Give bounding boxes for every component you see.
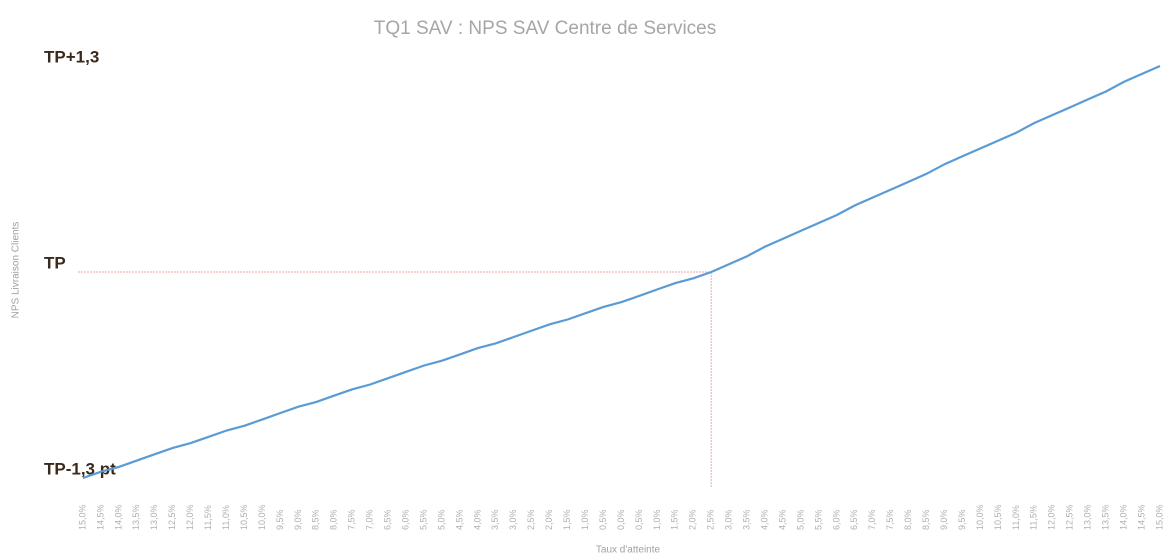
x-tick-label: 0,5% xyxy=(598,509,608,530)
x-tick-label: 12,0% xyxy=(1047,504,1057,530)
x-tick-label: 4,5% xyxy=(777,509,787,530)
x-tick-label: 5,0% xyxy=(795,509,805,530)
x-tick-label: 8,0% xyxy=(329,509,339,530)
x-tick-label: 15,0% xyxy=(77,504,87,530)
x-tick-label: 14,5% xyxy=(1136,504,1146,530)
x-tick-label: 13,0% xyxy=(149,504,159,530)
x-tick-label: 0,0% xyxy=(616,509,626,530)
x-tick-label: 6,5% xyxy=(849,509,859,530)
x-tick-label: 10,5% xyxy=(993,504,1003,530)
x-tick-label: 3,0% xyxy=(724,509,734,530)
x-tick-label: 11,5% xyxy=(1029,505,1039,530)
x-tick-label: 9,5% xyxy=(957,509,967,530)
x-tick-label: 2,0% xyxy=(544,509,554,530)
x-tick-label: 5,0% xyxy=(436,509,446,530)
x-tick-label: 2,0% xyxy=(688,509,698,530)
y-tick-label: TP-1,3 pt xyxy=(44,459,116,478)
x-tick-label: 13,5% xyxy=(1101,504,1111,530)
x-tick-label: 2,5% xyxy=(706,509,716,530)
x-tick-label: 7,5% xyxy=(885,509,895,530)
x-tick-label: 1,5% xyxy=(670,509,680,530)
x-tick-label: 2,5% xyxy=(526,509,536,530)
x-tick-label: 14,0% xyxy=(113,504,123,530)
x-tick-label: 14,5% xyxy=(95,504,105,530)
x-tick-label: 9,5% xyxy=(275,509,285,530)
x-tick-label: 3,5% xyxy=(742,509,752,530)
x-tick-label: 10,0% xyxy=(257,504,267,530)
series-line xyxy=(82,64,1161,480)
x-tick-label: 7,0% xyxy=(867,509,877,530)
x-tick-label: 4,0% xyxy=(472,509,482,530)
x-tick-label: 5,5% xyxy=(813,509,823,530)
x-tick-label: 9,0% xyxy=(939,509,949,530)
chart-title: TQ1 SAV : NPS SAV Centre de Services xyxy=(374,18,716,39)
x-tick-label: 0,5% xyxy=(634,509,644,530)
x-tick-label: 7,0% xyxy=(365,509,375,530)
x-tick-label: 14,0% xyxy=(1118,504,1128,530)
x-tick-label: 4,0% xyxy=(759,509,769,530)
x-tick-label: 8,0% xyxy=(903,509,913,530)
x-tick-label: 15,0% xyxy=(1154,504,1164,530)
x-tick-label: 9,0% xyxy=(293,509,303,530)
y-tick-label: TP xyxy=(44,253,66,272)
y-tick-label: TP+1,3 xyxy=(44,47,99,66)
x-tick-label: 1,5% xyxy=(562,509,572,530)
x-tick-label: 13,5% xyxy=(131,504,141,530)
x-tick-label: 13,0% xyxy=(1083,504,1093,530)
x-tick-label: 5,5% xyxy=(418,509,428,530)
x-tick-label: 8,5% xyxy=(311,509,321,530)
y-axis-label: NPS Livraison Clients xyxy=(11,222,22,319)
x-tick-label: 4,5% xyxy=(454,509,464,530)
x-tick-label: 10,0% xyxy=(975,504,985,530)
x-tick-label: 10,5% xyxy=(239,504,249,530)
x-tick-label: 1,0% xyxy=(652,509,662,530)
x-tick-label: 1,0% xyxy=(580,509,590,530)
x-tick-label: 11,5% xyxy=(203,505,213,530)
x-tick-label: 12,5% xyxy=(1065,504,1075,530)
x-tick-label: 8,5% xyxy=(921,509,931,530)
x-tick-label: 3,0% xyxy=(508,509,518,530)
x-tick-label: 12,0% xyxy=(185,504,195,530)
x-tick-label: 6,0% xyxy=(831,509,841,530)
x-tick-label: 11,0% xyxy=(1011,505,1021,530)
x-tick-label: 6,0% xyxy=(400,509,410,530)
x-axis-label: Taux d'atteinte xyxy=(596,545,661,556)
x-tick-label: 3,5% xyxy=(490,509,500,530)
x-tick-label: 12,5% xyxy=(167,504,177,530)
x-tick-label: 7,5% xyxy=(347,509,357,530)
x-tick-label: 11,0% xyxy=(221,505,231,530)
x-tick-label: 6,5% xyxy=(383,509,393,530)
